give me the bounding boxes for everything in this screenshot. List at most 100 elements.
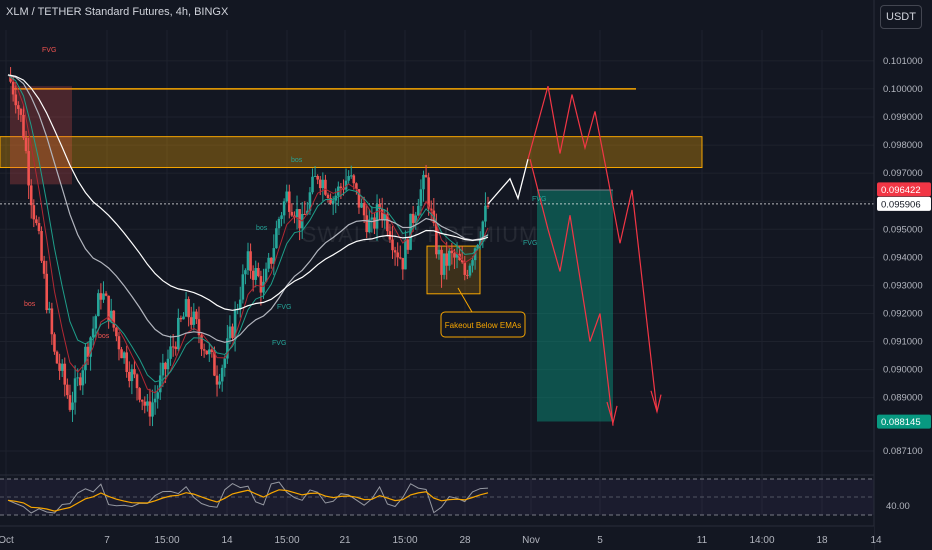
candle-body: [223, 358, 227, 368]
candle-body: [177, 317, 180, 350]
time-tick: 28: [459, 535, 471, 546]
candle-body: [32, 205, 36, 220]
candle-body: [143, 401, 147, 406]
candle-body: [460, 260, 464, 263]
candle-body: [35, 219, 38, 224]
candle-body: [396, 252, 399, 258]
candle-body: [295, 209, 299, 218]
candle-body: [66, 384, 69, 396]
candle-body: [453, 253, 456, 258]
candle-body: [40, 231, 43, 261]
time-tick: 15:00: [392, 535, 417, 546]
bos-label: bos: [98, 333, 110, 340]
candle-body: [447, 250, 451, 266]
candle-body: [102, 293, 105, 300]
ema-layer: [7, 74, 489, 394]
candle-body: [254, 268, 258, 280]
candle-body: [76, 377, 79, 379]
candle-body: [262, 281, 265, 293]
candle-body: [22, 114, 25, 138]
candle-body: [391, 239, 394, 251]
time-tick: 11: [697, 535, 708, 546]
candle-body: [352, 175, 356, 184]
supply-zone: [0, 136, 703, 169]
annotation-labels: FVG FVG FVG FVG FVG bos bos bos bos Fakeout Below…: [24, 47, 546, 347]
candle-body: [17, 105, 20, 109]
candle-body: [466, 274, 469, 276]
candle-body: [187, 299, 190, 318]
candle-body: [164, 362, 167, 370]
candle-body: [99, 293, 103, 300]
candle-body: [272, 248, 276, 264]
candle-body: [393, 250, 397, 253]
rsi-pane: [0, 474, 874, 516]
time-tick: 18: [816, 535, 828, 546]
candle-body: [148, 401, 152, 417]
candle-body: [78, 377, 82, 386]
price-tick: 0.093000: [883, 280, 923, 291]
candle-body: [311, 176, 314, 193]
price-badge: [877, 414, 931, 429]
short-target-zone: [537, 189, 613, 422]
candle-body: [84, 346, 87, 371]
candle-body: [179, 317, 183, 320]
candle-body: [161, 362, 165, 376]
candle-body: [174, 346, 178, 350]
candle-body: [424, 174, 428, 178]
candle-body: [117, 336, 121, 350]
price-tick: 0.091000: [883, 337, 923, 348]
bos-label: bos: [256, 225, 268, 232]
candle-body: [184, 299, 188, 317]
candle-body: [463, 262, 467, 275]
price-badge: [877, 196, 931, 211]
candle-body: [316, 176, 319, 180]
candle-body: [195, 311, 198, 320]
candle-body: [411, 213, 415, 224]
candle-body: [476, 244, 479, 249]
time-tick: Nov: [522, 535, 540, 546]
candle-body: [417, 205, 420, 216]
fvg-label: FVG: [42, 47, 56, 54]
fvg-label: FVG: [277, 304, 291, 311]
candle-body: [478, 239, 482, 245]
candle-body: [158, 375, 162, 393]
projection-high-path: [527, 85, 658, 412]
candle-body: [151, 402, 154, 417]
candle-body: [347, 176, 350, 181]
price-tick: 0.089000: [883, 393, 923, 404]
price-tick: 0.097000: [883, 168, 923, 179]
candle-body: [244, 270, 247, 275]
candle-body: [153, 398, 157, 403]
time-axis[interactable]: Oct 7 15:00 14 15:00 21 15:00 28 Nov 5 11 14:00 18 14: [0, 525, 882, 550]
candle-body: [285, 191, 289, 202]
price-axis[interactable]: 0.101000 0.100000 0.099000 0.098000 0.097000…: [873, 0, 932, 550]
candle-body: [401, 258, 405, 270]
price-tick: 0.100000: [883, 84, 923, 95]
candle-body: [445, 253, 449, 266]
candle-body: [287, 191, 291, 212]
candle-body: [275, 228, 278, 249]
candle-body: [486, 205, 490, 207]
candle-body: [484, 205, 487, 222]
candle-body: [89, 337, 92, 357]
candle-body: [19, 108, 23, 115]
candle-body: [378, 204, 381, 209]
candle-body: [11, 81, 15, 95]
candle-body: [419, 189, 423, 206]
currency-button[interactable]: USDT: [880, 5, 922, 29]
candle-body: [169, 346, 172, 359]
candle-body: [264, 268, 268, 282]
candle-body: [437, 249, 441, 255]
candle-body: [45, 273, 49, 311]
candle-body: [329, 198, 332, 204]
ema-fast-line: [7, 74, 489, 394]
candle-body: [182, 316, 185, 320]
candle-body: [138, 388, 141, 400]
candle-body: [210, 349, 214, 352]
time-tick: 14:00: [749, 535, 774, 546]
candle-body: [37, 223, 41, 232]
candle-body: [27, 151, 30, 186]
candle-body: [249, 251, 252, 271]
